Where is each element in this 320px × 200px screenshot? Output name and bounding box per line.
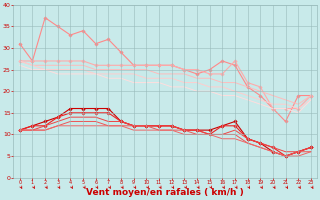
X-axis label: Vent moyen/en rafales ( km/h ): Vent moyen/en rafales ( km/h )	[86, 188, 244, 197]
